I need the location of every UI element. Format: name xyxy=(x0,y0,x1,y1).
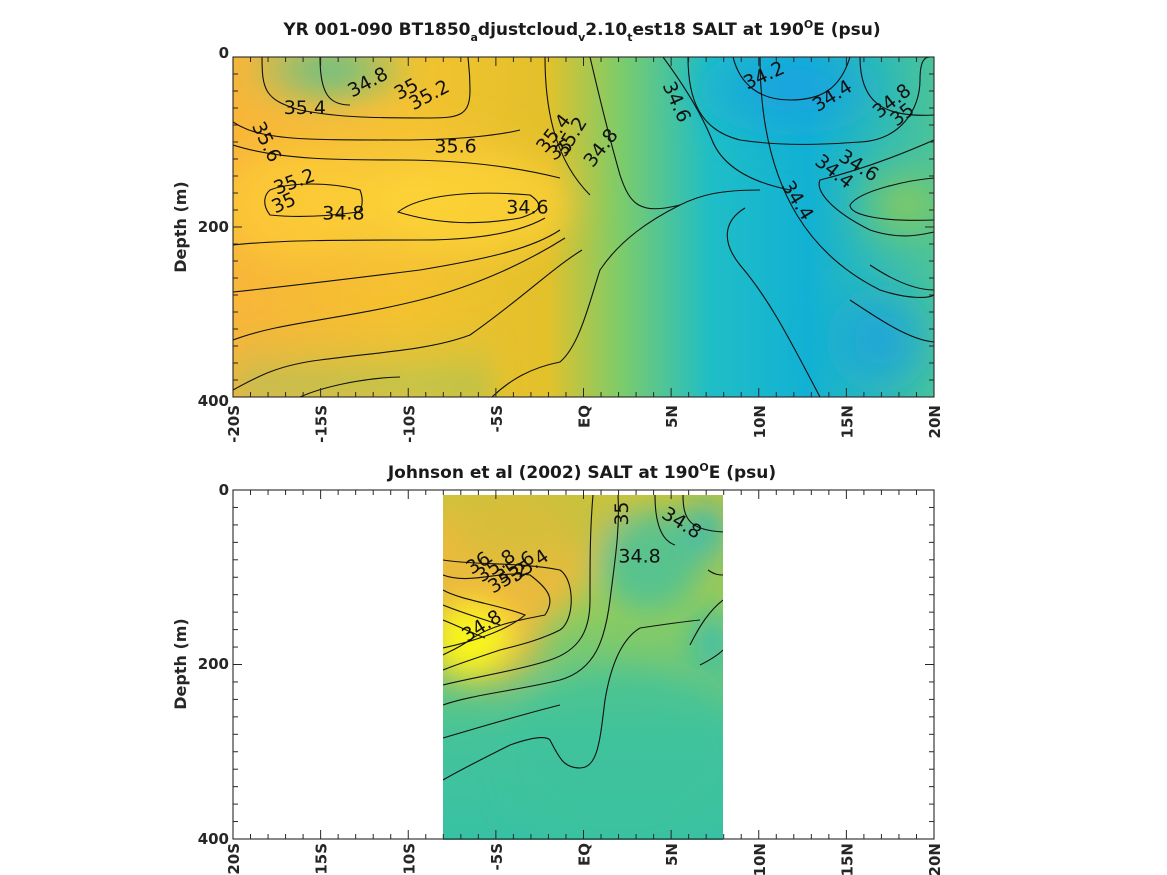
x-tick-label: 5N xyxy=(663,843,681,866)
panel-model: YR 001-090 BT1850adjustcloudv2.10test18 … xyxy=(171,18,944,443)
y-tick-label: 0 xyxy=(219,44,229,62)
x-tick-label: -10S xyxy=(400,843,418,875)
x-tick-label: 20N xyxy=(926,843,944,875)
x-tick-label: 15N xyxy=(838,843,856,875)
contour-label: 35.6 xyxy=(434,135,476,157)
x-tick-label: -5S xyxy=(488,405,506,432)
x-tick-label: -10S xyxy=(400,405,418,443)
x-tick-label: 10N xyxy=(751,843,769,875)
y-tick-label: 400 xyxy=(198,392,229,410)
x-tick-label: -20S xyxy=(225,405,243,443)
contour-label: 34.8 xyxy=(618,545,660,567)
x-tick-label: -5S xyxy=(488,843,506,870)
contour-label: 34.6 xyxy=(506,196,548,218)
y-tick-label: 0 xyxy=(219,481,229,499)
x-tick-label: 10N xyxy=(751,405,769,438)
x-tick-label: -15S xyxy=(313,843,331,875)
salinity-field xyxy=(233,57,934,397)
x-tick-label: 5N xyxy=(663,405,681,428)
contour-label: 35 xyxy=(611,501,633,525)
axis-ticks: -20S -15S -10S -5S EQ 5N 10N 15N 20N 0 200 400 xyxy=(198,481,944,875)
contour-lines xyxy=(233,57,934,397)
x-tick-label: EQ xyxy=(576,405,594,428)
contour-label: 35.4 xyxy=(284,97,326,119)
y-axis-label: Depth (m) xyxy=(171,181,190,273)
x-tick-label: EQ xyxy=(576,843,594,866)
y-tick-label: 200 xyxy=(198,218,229,236)
y-tick-label: 400 xyxy=(198,830,229,848)
x-tick-label: -20S xyxy=(225,843,243,875)
chart-title: Johnson et al (2002) SALT at 190OE (psu) xyxy=(387,461,776,483)
y-axis-label: Depth (m) xyxy=(171,618,190,710)
panel-observations: Johnson et al (2002) SALT at 190OE (psu) xyxy=(171,461,944,875)
contour-lines xyxy=(443,495,723,781)
x-tick-label: 20N xyxy=(926,405,944,438)
chart-title: YR 001-090 BT1850adjustcloudv2.10test18 … xyxy=(282,18,880,44)
contour-label: 34.8 xyxy=(322,202,364,224)
x-tick-label: 15N xyxy=(838,405,856,438)
y-tick-label: 200 xyxy=(198,655,229,673)
x-tick-label: -15S xyxy=(313,405,331,443)
axis-ticks: -20S -15S -10S -5S EQ 5N 10N 15N 20N 0 200 400 xyxy=(198,44,944,443)
